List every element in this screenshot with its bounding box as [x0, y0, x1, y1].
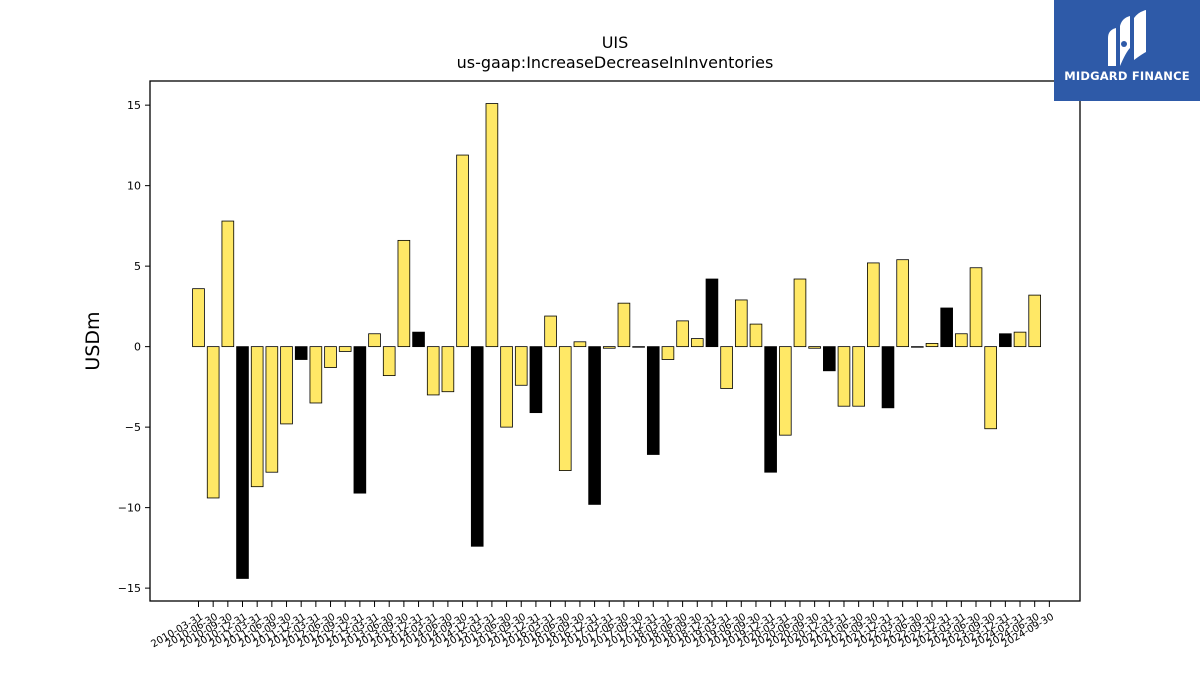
y-tick-label: −10 — [118, 502, 141, 515]
bar-2014-06-30 — [441, 346, 455, 393]
bar-2016-09-30 — [573, 341, 587, 348]
bar-2019-12-31 — [764, 346, 777, 473]
chart-title: UIS — [602, 33, 629, 52]
bar-2012-09-30 — [338, 346, 352, 352]
y-tick-label: 10 — [127, 180, 141, 193]
bar-2015-03-31 — [485, 103, 499, 348]
x-axis: 2010-03-312010-06-302010-09-302010-12-31… — [149, 601, 1056, 650]
bar-2010-09-30 — [221, 220, 235, 348]
bar-2023-03-31 — [955, 333, 968, 348]
bar-2020-09-30 — [808, 346, 821, 349]
bar-2021-06-30 — [852, 346, 865, 407]
bar-2011-03-31 — [250, 346, 264, 488]
bar-2012-03-31 — [309, 346, 323, 404]
logo-wordmark: MIDGARD FINANCE — [1064, 69, 1190, 83]
bar-2022-06-30 — [911, 346, 924, 348]
bar-2024-06-30 — [1028, 294, 1041, 348]
midgard-m-icon — [1108, 10, 1146, 66]
bar-2020-06-30 — [793, 278, 807, 348]
bar-2011-12-31 — [294, 346, 308, 360]
bar-2020-03-31 — [779, 346, 792, 436]
bar-2016-03-31 — [544, 315, 557, 348]
bar-2011-06-30 — [265, 346, 279, 473]
y-tick-label: 15 — [127, 99, 141, 112]
plot-frame — [149, 80, 1081, 602]
y-tick-label: −15 — [118, 582, 141, 595]
bar-2022-12-31 — [940, 307, 953, 348]
bar-2013-12-31 — [412, 331, 425, 348]
bar-2024-03-31 — [1013, 331, 1027, 348]
y-tick-label: 5 — [134, 260, 141, 273]
bar-2015-06-30 — [500, 346, 513, 428]
bar-2013-09-30 — [397, 239, 411, 348]
bar-2019-03-31 — [720, 346, 733, 389]
bar-2016-12-31 — [588, 346, 601, 505]
midgard-finance-logo: MIDGARD FINANCE — [1054, 0, 1200, 101]
bar-2015-09-30 — [514, 346, 528, 386]
bar-2017-12-31 — [646, 346, 660, 455]
bar-2021-03-31 — [837, 346, 851, 407]
y-axis: −15 −10 −5 0 5 10 15 — [118, 99, 150, 595]
bar-2021-12-31 — [881, 346, 895, 409]
bar-2013-06-30 — [382, 346, 396, 377]
bar-2017-09-30 — [632, 346, 645, 348]
bar-2018-09-30 — [690, 338, 704, 348]
y-axis-label: USDm — [82, 311, 104, 370]
bar-2023-06-30 — [969, 267, 983, 348]
bar-2021-09-30 — [867, 262, 880, 348]
bar-2014-12-31 — [470, 346, 484, 547]
bar-2018-03-31 — [661, 346, 675, 360]
bar-2011-09-30 — [280, 346, 293, 425]
y-tick-label: −5 — [125, 421, 141, 434]
bar-2023-12-31 — [999, 333, 1012, 348]
bar-2022-09-30 — [925, 343, 939, 348]
bar-2012-06-30 — [324, 346, 337, 368]
bar-2017-06-30 — [617, 302, 631, 348]
y-tick-label: 0 — [134, 341, 141, 354]
bar-2014-09-30 — [456, 154, 469, 348]
bar-2014-03-31 — [426, 346, 440, 396]
bar-2017-03-31 — [602, 346, 616, 349]
bar-2020-12-31 — [823, 346, 836, 372]
bar-2012-12-31 — [353, 346, 367, 494]
bar-2022-03-31 — [896, 259, 909, 348]
bar-2019-06-30 — [734, 299, 748, 348]
bar-2023-09-30 — [984, 346, 997, 430]
bar-2010-06-30 — [206, 346, 220, 499]
bar-2018-12-31 — [705, 278, 719, 348]
bar-2010-12-31 — [236, 346, 249, 579]
bar-2018-06-30 — [676, 320, 689, 348]
bar-2015-12-31 — [529, 346, 543, 414]
chart-subtitle: us-gaap:IncreaseDecreaseInInventories — [457, 53, 774, 72]
bar-2010-03-31 — [192, 288, 205, 348]
bars-group — [192, 103, 1041, 579]
bar-2019-09-30 — [749, 323, 763, 348]
bar-2013-03-31 — [368, 333, 381, 348]
bar-2016-06-30 — [558, 346, 572, 471]
